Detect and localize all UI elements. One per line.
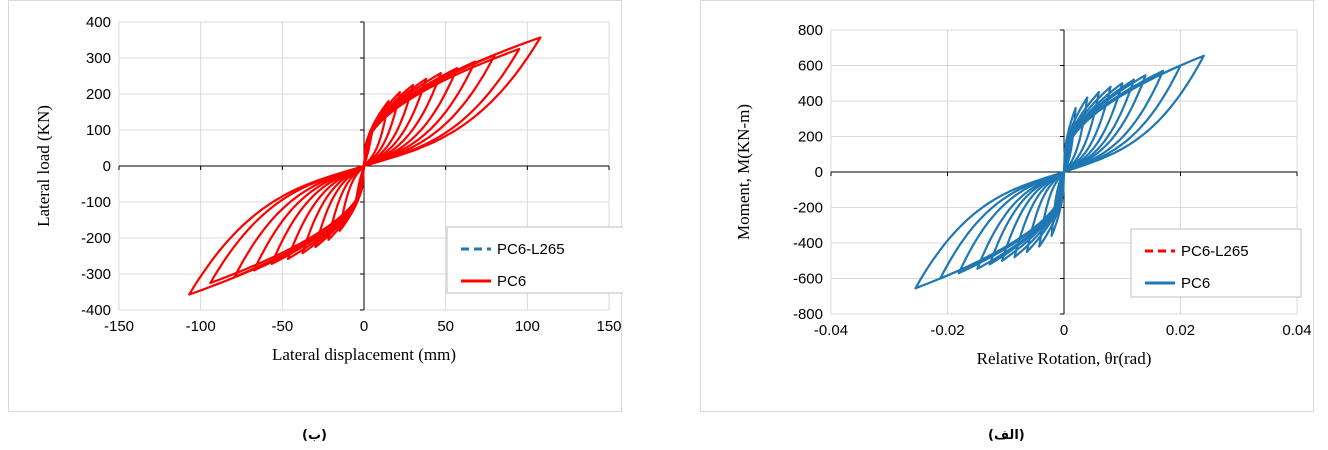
chart-rotation: 800 600 400 200 0 -200 -400 -600 -800-0.04 -0.02 0… xyxy=(734,22,1312,368)
y-axis-title: Lateral load (KN) xyxy=(34,105,53,227)
y-tick-label: 300 xyxy=(86,50,111,67)
y-tick-label: -200 xyxy=(793,200,823,217)
y-axis-title: Moment, M(KN-m) xyxy=(734,104,753,240)
x-tick-label: -50 xyxy=(271,318,293,335)
y-tick-label: 100 xyxy=(86,122,111,139)
legend-label: PC6-L265 xyxy=(1181,243,1249,260)
y-tick-label: 400 xyxy=(798,93,823,110)
series-loop xyxy=(188,36,542,296)
chart-panel-displacement: 400 300 200 100 0 -100 -200 -300 -400 -150 -100 -50… xyxy=(8,0,623,412)
x-tick-label: -0.04 xyxy=(814,322,848,339)
legend-box xyxy=(446,226,623,294)
y-tick-label: -400 xyxy=(81,302,111,319)
caption-right: (الف) xyxy=(988,428,1025,443)
y-tick-label: 200 xyxy=(798,129,823,146)
y-tick-label: 0 xyxy=(103,158,111,175)
x-tick-label: -0.02 xyxy=(930,322,964,339)
legend-label: PC6 xyxy=(497,273,526,290)
x-tick-label: 50 xyxy=(437,318,454,335)
y-tick-label: 600 xyxy=(798,58,823,75)
y-tick-label: 200 xyxy=(86,86,111,103)
y-tick-label: -300 xyxy=(81,266,111,283)
x-tick-label: -100 xyxy=(186,318,216,335)
y-tick-label: -200 xyxy=(81,230,111,247)
x-tick-label: 150 xyxy=(596,318,621,335)
y-tick-label: -800 xyxy=(793,306,823,323)
series-loop xyxy=(914,54,1205,290)
y-tick-label: 800 xyxy=(798,22,823,39)
x-tick-label: 100 xyxy=(515,318,540,335)
x-tick-label: -150 xyxy=(104,318,134,335)
x-axis-title: Lateral displacement (mm) xyxy=(272,345,456,364)
legend-label: PC6-L265 xyxy=(497,241,565,258)
y-tick-label: -400 xyxy=(793,235,823,252)
y-tick-label: -100 xyxy=(81,194,111,211)
x-tick-label: 0.02 xyxy=(1166,322,1195,339)
chart-panel-rotation: 800 600 400 200 0 -200 -400 -600 -800 -0.04 -0.02 0… xyxy=(700,0,1314,412)
x-tick-label: 0 xyxy=(360,318,368,335)
x-axis-title: Relative Rotation, θr(rad) xyxy=(977,349,1152,368)
legend-label: PC6 xyxy=(1181,275,1210,292)
x-tick-label: 0.04 xyxy=(1282,322,1311,339)
caption-left: (ب) xyxy=(302,428,327,443)
y-tick-label: 0 xyxy=(815,164,823,181)
x-tick-label: 0 xyxy=(1060,322,1068,339)
y-tick-label: -600 xyxy=(793,271,823,288)
y-tick-label: 400 xyxy=(86,14,111,31)
legend-box xyxy=(1130,228,1302,298)
chart-displacement: 400 300 200 100 0 -100 -200 -300 -400-150 -100 -50… xyxy=(34,14,623,364)
